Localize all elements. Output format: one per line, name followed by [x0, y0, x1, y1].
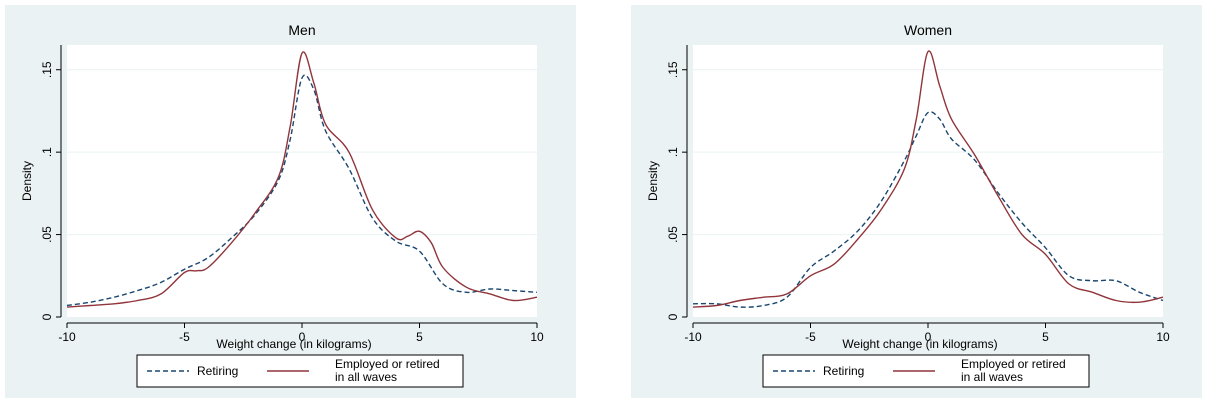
x-axis-label: Weight change (in kilograms)	[216, 337, 371, 351]
legend-employed-label-line1: Employed or retired	[335, 357, 440, 371]
x-tick-label: -10	[684, 330, 702, 344]
retiring-series-line	[66, 74, 538, 307]
men-panel: Men 0 .05 .1 .15 Density -10 -5 0 5 10 Weight chang…	[5, 5, 576, 398]
legend-retiring-label: Retiring	[823, 364, 864, 378]
y-axis-label: Density	[646, 161, 660, 201]
legend-employed-label-line2: in all waves	[961, 370, 1023, 384]
x-tick-label: 5	[1042, 330, 1049, 344]
y-axis-label: Density	[20, 161, 34, 201]
x-tick-label: 0	[925, 330, 932, 344]
chart-title: Women	[904, 22, 952, 38]
x-axis-label: Weight change (in kilograms)	[842, 337, 997, 351]
chart-title: Men	[288, 22, 315, 38]
legend-employed-label-line2: in all waves	[335, 370, 397, 384]
x-tick-label: 0	[299, 330, 306, 344]
women-panel: Women 0 .05 .1 .15 Density -10 -5 0 5 10 Weight cha…	[631, 5, 1202, 398]
y-tick-label: .1	[40, 147, 54, 157]
y-tick-label: 0	[40, 313, 54, 320]
men-chart: Men 0 .05 .1 .15 Density -10 -5 0 5 10 Weight chang…	[20, 22, 544, 388]
legend-employed-label-line1: Employed or retired	[961, 357, 1066, 371]
legend-retiring-label: Retiring	[197, 364, 238, 378]
x-tick-label: -5	[179, 330, 190, 344]
x-tick-label: -10	[58, 330, 76, 344]
y-tick-label: .05	[40, 226, 54, 243]
x-tick-label: 10	[1156, 330, 1170, 344]
y-tick-label: .1	[666, 147, 680, 157]
y-tick-label: .15	[40, 61, 54, 78]
women-chart: Women 0 .05 .1 .15 Density -10 -5 0 5 10 Weight cha…	[646, 22, 1170, 388]
x-tick-label: -5	[805, 330, 816, 344]
x-tick-label: 10	[530, 330, 544, 344]
retiring-series-line	[692, 111, 1164, 308]
plot-area	[67, 45, 537, 317]
employed-series-line	[692, 50, 1164, 308]
y-tick-label: .15	[666, 61, 680, 78]
x-tick-label: 5	[416, 330, 423, 344]
plot-area	[693, 45, 1163, 317]
employed-series-line	[66, 51, 538, 308]
y-tick-label: .05	[666, 226, 680, 243]
y-tick-label: 0	[666, 313, 680, 320]
